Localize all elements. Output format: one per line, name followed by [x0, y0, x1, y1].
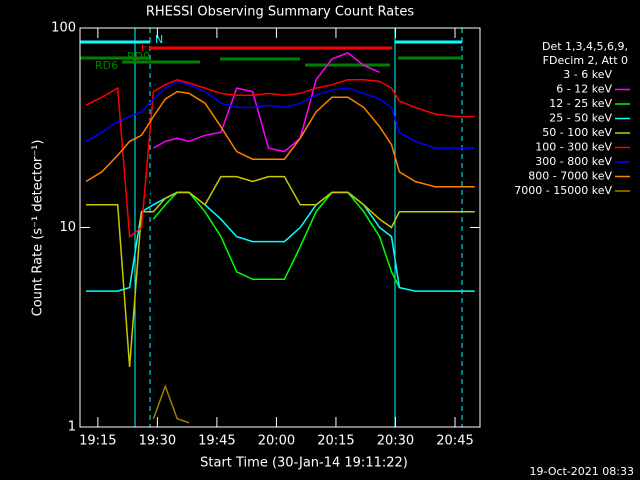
x-tick-label: 20:15	[317, 434, 354, 449]
flag-label: RD0	[127, 50, 150, 63]
legend-label: 800 - 7000 keV	[528, 170, 612, 183]
y-tick-label: 1	[68, 420, 76, 435]
flags	[80, 40, 462, 67]
series-line	[85, 90, 475, 188]
series-line	[152, 384, 190, 424]
legend-label: 50 - 100 keV	[542, 126, 612, 139]
x-tick-label: 19:30	[139, 434, 176, 449]
x-tick-label: 20:00	[258, 434, 295, 449]
y-tick-label: 10	[59, 220, 76, 235]
legend-label: 300 - 800 keV	[535, 155, 612, 168]
y-axis-label: Count Rate (s⁻¹ detector⁻¹)	[31, 140, 46, 317]
legend-label: 100 - 300 keV	[535, 141, 612, 154]
flag-label: F	[141, 41, 147, 54]
series-line	[86, 191, 475, 292]
legend-label: 6 - 12 keV	[556, 83, 612, 96]
chart-title: RHESSI Observing Summary Count Rates	[146, 5, 415, 20]
timestamp: 19-Oct-2021 08:33	[530, 465, 634, 478]
series-line	[153, 53, 399, 288]
legend-label: 7000 - 15000 keV	[514, 184, 612, 197]
flag-label: RD6	[95, 59, 118, 72]
x-tick-label: 20:30	[377, 434, 414, 449]
x-tick-label: 20:45	[436, 434, 473, 449]
x-tick-label: 19:45	[198, 434, 235, 449]
legend-label: 3 - 6 keV	[563, 68, 612, 81]
x-tick-label: 19:15	[79, 434, 116, 449]
legend-header: Det 1,3,4,5,6,9,	[542, 40, 628, 53]
series-line	[85, 79, 475, 239]
legend-header: FDecim 2, Att 0	[543, 54, 628, 67]
series-line	[152, 191, 401, 288]
flag-label: N	[155, 33, 163, 46]
series-line	[86, 175, 475, 367]
y-tick-label: 100	[51, 21, 76, 36]
series-line	[85, 80, 475, 149]
legend-label: 12 - 25 keV	[549, 97, 612, 110]
x-axis-label: Start Time (30-Jan-14 19:11:22)	[200, 456, 408, 471]
plot-area	[85, 53, 475, 424]
legend-label: 25 - 50 keV	[549, 112, 612, 125]
